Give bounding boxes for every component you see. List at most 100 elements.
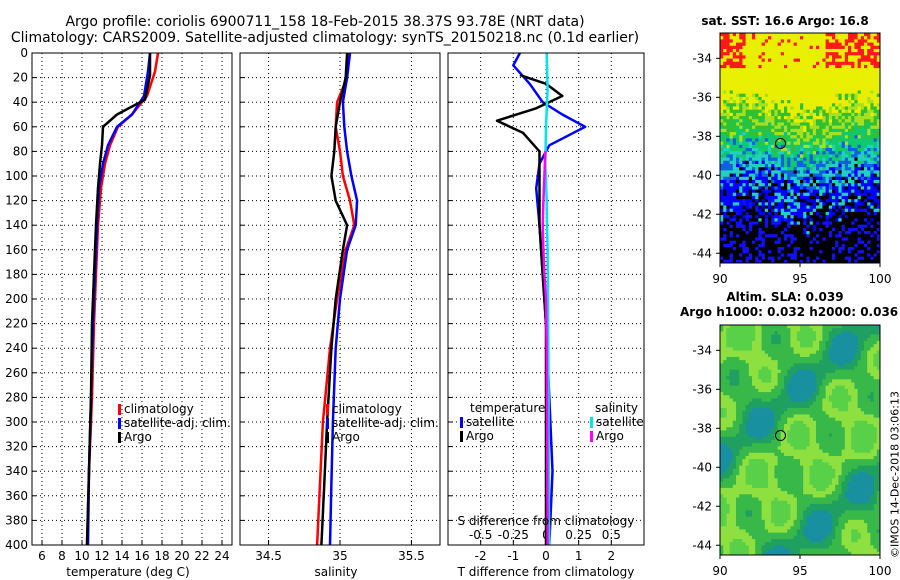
sst_map-cell [723,227,727,232]
sst_map-cell [822,157,826,162]
sst_map-cell [838,231,842,235]
sst_map-cell [864,119,868,123]
sst_map-cell [876,116,881,120]
sst_map-cell [841,253,846,258]
sst_map-cell [876,132,881,136]
sst_map-cell [867,39,871,43]
sst_map-cell [803,208,807,213]
sst_map-cell [825,90,830,95]
sla_map-cell [742,376,746,380]
sst_map-cell [784,218,788,222]
sla_map-cell [876,331,881,335]
sst_map-cell [825,96,830,101]
sst_map-cell [848,237,852,242]
sst_map-cell [790,173,794,178]
sst_map-cell [732,80,737,85]
sst_map-cell [876,163,881,168]
sst_map-cell [777,215,782,219]
sst_map-cell [851,39,855,43]
sst_map-cell [825,195,830,200]
sla_map-cell [803,382,807,387]
sla_map-cell [739,382,743,387]
sst_map-cell [790,224,794,229]
sla_map-cell [844,340,849,345]
sst_map-cell [812,87,817,91]
sst_map-cell [780,148,785,152]
sst_map-cell [742,144,746,149]
sst_map-cell [793,167,798,171]
sst_map-cell [828,74,833,79]
sst_map-cell [745,240,750,245]
sst_map-cell [848,186,852,190]
difference-temperature-legend-label: satellite [466,415,514,429]
sla_map-cell [777,382,782,387]
sst_map-cell [784,64,788,69]
sst_map-cell [825,218,830,222]
sst_map-cell [764,192,769,197]
sst_map-cell [803,215,807,219]
sst_map-cell [864,116,868,120]
sst_map-cell [729,202,734,206]
sst_map-cell [803,259,807,264]
sst_map-cell [876,151,881,155]
sla_map-cell [844,388,849,393]
sst_map-cell [860,199,865,203]
sst_map-cell [726,68,730,72]
sst_map-cell [748,93,753,98]
sst_map-cell [723,135,727,139]
sla_map-cell [841,385,846,390]
sst_map-cell [761,103,766,107]
sst_map-cell [803,80,807,85]
sst_map-cell [758,227,762,232]
sst_map-cell [761,42,766,47]
sst_map-cell [796,135,801,139]
sla_map-cell [745,363,750,367]
sst_map-cell [841,61,846,66]
sla_map-cell [758,382,762,387]
sst_map-cell [860,259,865,264]
sst_map-cell [768,237,772,242]
sla_map-cell [752,372,756,377]
sst_map-cell [844,128,849,133]
sla_map-cell [848,363,852,367]
sst_map-cell [873,160,878,165]
sla_map-cell [812,347,817,351]
sla_map-cell [768,337,772,342]
sst_map-cell [755,227,759,232]
sst_map-cell [809,58,814,63]
sst_map-cell [732,259,737,264]
sla_map-cell [848,350,852,355]
sst_map-cell [723,128,727,133]
sst_map-cell [828,208,833,213]
sst_map-cell [752,240,756,245]
sst_map-cell [803,52,807,56]
sst_map-cell [857,58,862,63]
sst_map-cell [790,218,794,222]
sst_map-cell [720,202,724,206]
sla_map-cell [761,363,766,367]
sla_map-cell [848,369,852,374]
sst_map-cell [742,61,746,66]
sla_map-cell [780,356,785,361]
sla_map-cell [739,385,743,390]
sla_map-cell [748,334,753,339]
sst_map-cell [864,173,868,178]
sst_map-cell [844,189,849,194]
sla_map-cell [812,372,817,377]
sst_map-cell [835,192,839,197]
sst_map-cell [857,52,862,56]
sla_map-cell [828,356,833,361]
sst_map-cell [832,199,836,203]
salinity-xtick-label: 35 [332,549,347,563]
sst_map-cell [825,135,830,139]
sst_map-cell [777,61,782,66]
sst_map-cell [812,96,817,101]
sst_map-cell [723,45,727,50]
sla_map-cell [755,344,759,348]
sst_map-cell [748,119,753,123]
sst_map-cell [873,103,878,107]
sst_map-cell [729,33,734,37]
sst_map-cell [739,48,743,53]
sst_map-cell [873,234,878,238]
sla_map-cell [787,392,791,396]
